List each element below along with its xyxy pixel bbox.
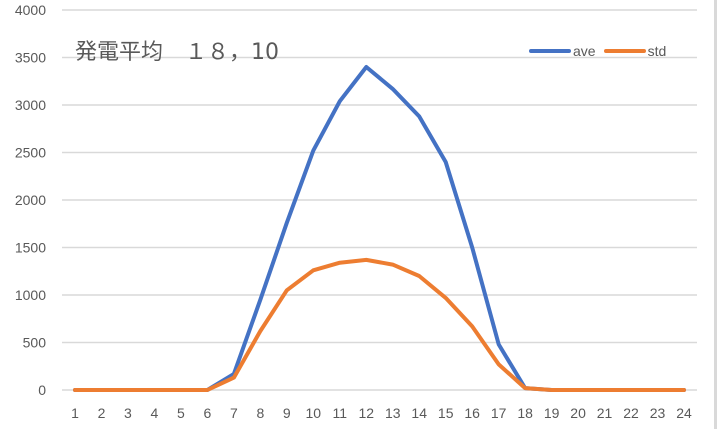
- y-tick-label: 0: [38, 382, 46, 398]
- x-tick-label: 11: [333, 405, 348, 421]
- x-tick-label: 6: [203, 405, 211, 421]
- y-tick-label: 3000: [15, 97, 46, 113]
- y-tick-label: 500: [23, 335, 47, 351]
- legend-item-std: std: [603, 43, 667, 59]
- series-line-ave: [73, 65, 686, 392]
- y-tick-label: 2500: [15, 145, 46, 161]
- gridlines: [62, 9, 697, 391]
- legend: ave std: [529, 43, 666, 59]
- y-tick-label: 3500: [15, 50, 46, 66]
- y-tick-label: 1500: [15, 240, 46, 256]
- x-tick-label: 16: [464, 405, 480, 421]
- y-axis-tick-labels: 0 500 1000 1500 2000 2500 3000 3500 4000: [15, 2, 46, 398]
- series-line-std: [73, 257, 686, 392]
- x-tick-label: 21: [597, 405, 613, 421]
- y-tick-label: 4000: [15, 2, 46, 18]
- y-tick-label: 2000: [15, 192, 46, 208]
- series-lines: [73, 65, 686, 392]
- legend-swatch-ave: [529, 49, 571, 53]
- x-tick-label: 22: [623, 405, 639, 421]
- chart-title: 発電平均 １８，10: [75, 40, 279, 65]
- legend-swatch-std: [603, 49, 646, 53]
- x-axis-tick-labels: 1 2 3 4 5 6 7 8 9 10 11 12 13 14 15 16 17 18 19 20 21 22 23 24: [71, 405, 692, 421]
- x-tick-label: 14: [411, 405, 427, 421]
- x-tick-label: 7: [230, 405, 238, 421]
- legend-label-std: std: [647, 43, 667, 59]
- legend-item-ave: ave: [529, 43, 596, 59]
- x-tick-label: 12: [358, 405, 374, 421]
- x-tick-label: 1: [71, 405, 79, 421]
- x-tick-label: 15: [438, 405, 454, 421]
- x-tick-label: 18: [517, 405, 533, 421]
- x-tick-label: 9: [283, 405, 291, 421]
- x-tick-label: 4: [151, 405, 159, 421]
- x-tick-label: 13: [385, 405, 401, 421]
- x-tick-label: 3: [124, 405, 132, 421]
- x-tick-label: 17: [491, 405, 507, 421]
- x-tick-label: 2: [98, 405, 106, 421]
- x-tick-label: 24: [676, 405, 692, 421]
- y-tick-label: 1000: [15, 287, 46, 303]
- x-tick-label: 23: [650, 405, 666, 421]
- chart-border: [714, 0, 717, 429]
- x-tick-label: 5: [177, 405, 185, 421]
- x-tick-label: 10: [306, 405, 322, 421]
- x-tick-label: 19: [544, 405, 560, 421]
- legend-label-ave: ave: [573, 43, 596, 59]
- x-tick-label: 20: [570, 405, 586, 421]
- x-tick-label: 8: [256, 405, 264, 421]
